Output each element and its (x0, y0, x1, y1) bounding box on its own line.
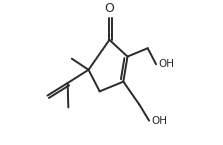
Text: OH: OH (151, 116, 167, 126)
Text: O: O (104, 2, 114, 15)
Text: OH: OH (158, 59, 174, 69)
